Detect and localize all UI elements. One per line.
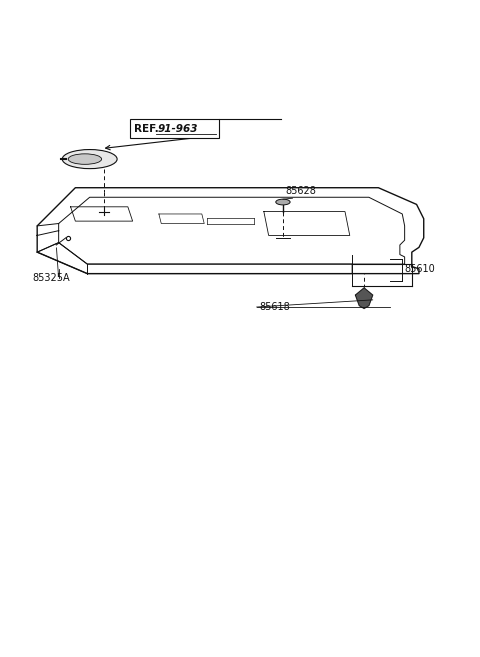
Ellipse shape [276,199,290,205]
Text: 85618: 85618 [259,302,290,312]
Text: 85628: 85628 [285,186,316,196]
Text: 85610: 85610 [405,264,435,274]
Text: 91-963: 91-963 [158,124,198,133]
Text: 85325A: 85325A [33,273,70,283]
Polygon shape [356,288,372,308]
Text: REF.: REF. [134,124,162,133]
Ellipse shape [62,150,117,169]
Bar [130,120,218,137]
Ellipse shape [68,154,102,164]
